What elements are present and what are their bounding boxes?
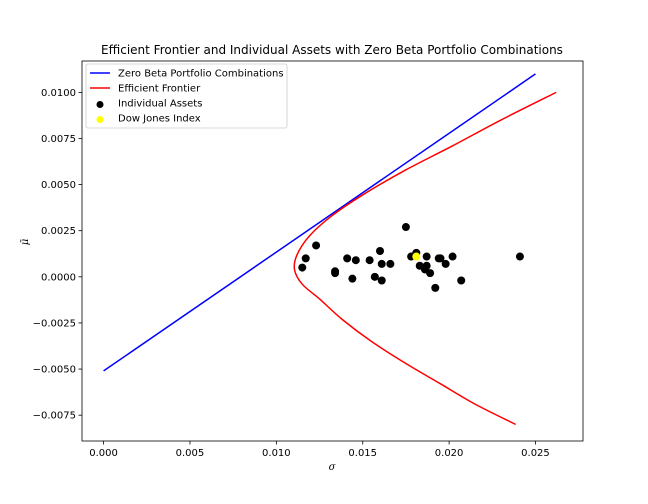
point-individual-assets bbox=[365, 256, 374, 265]
x-axis-label: σ bbox=[329, 462, 337, 473]
y-tick-label: 0.0100 bbox=[41, 88, 76, 99]
point-individual-assets bbox=[401, 223, 410, 232]
point-individual-assets bbox=[377, 276, 386, 285]
series-line-zero-beta-portfolio-combinations bbox=[103, 73, 536, 372]
y-tick-label: 0.0075 bbox=[41, 134, 76, 145]
series-group bbox=[103, 73, 557, 426]
y-tick-label: 0.0000 bbox=[41, 272, 76, 283]
legend-label-zero-beta-portfolio-combinations: Zero Beta Portfolio Combinations bbox=[118, 69, 284, 80]
point-individual-assets bbox=[422, 252, 431, 261]
point-individual-assets bbox=[301, 254, 310, 263]
x-tick-label: 0.005 bbox=[176, 448, 205, 459]
x-tick-label: 0.010 bbox=[262, 448, 291, 459]
y-tick-label: 0.0050 bbox=[41, 180, 76, 191]
legend-box bbox=[85, 63, 288, 129]
point-individual-assets bbox=[331, 269, 340, 278]
y-tick-label: 0.0025 bbox=[41, 226, 76, 237]
x-tick-label: 0.015 bbox=[348, 448, 377, 459]
point-individual-assets bbox=[386, 259, 395, 268]
axes-frame bbox=[81, 60, 584, 442]
y-tick-label: −0.0075 bbox=[33, 411, 76, 422]
x-tick-label: 0.025 bbox=[521, 448, 550, 459]
point-dow-jones-index bbox=[412, 252, 421, 261]
point-individual-assets bbox=[515, 252, 524, 261]
point-individual-assets bbox=[426, 269, 435, 278]
legend-label-efficient-frontier: Efficient Frontier bbox=[118, 84, 201, 95]
plot-area bbox=[103, 73, 557, 426]
legend-label-individual-assets: Individual Assets bbox=[118, 99, 202, 110]
y-tick-label: −0.0050 bbox=[33, 365, 76, 376]
chart-title: Efficient Frontier and Individual Assets… bbox=[101, 43, 563, 57]
point-individual-assets bbox=[436, 254, 445, 263]
x-tick-label: 0.020 bbox=[435, 448, 464, 459]
point-individual-assets bbox=[377, 259, 386, 268]
point-individual-assets bbox=[441, 259, 450, 268]
point-individual-assets bbox=[370, 272, 379, 281]
legend: Zero Beta Portfolio Combinations Efficien… bbox=[85, 63, 288, 129]
point-individual-assets bbox=[431, 283, 440, 292]
legend-swatch-individual-assets bbox=[96, 101, 104, 108]
point-individual-assets bbox=[422, 261, 431, 270]
point-individual-assets bbox=[343, 254, 352, 263]
legend-swatch-dow-jones-index bbox=[96, 116, 104, 123]
y-axis-label: μ̄ bbox=[20, 239, 31, 246]
point-individual-assets bbox=[448, 252, 457, 261]
legend-label-dow-jones-index: Dow Jones Index bbox=[118, 114, 201, 125]
y-tick-label: −0.0025 bbox=[33, 318, 76, 329]
series-line-efficient-frontier bbox=[293, 91, 557, 426]
point-individual-assets bbox=[348, 274, 357, 283]
point-individual-assets bbox=[376, 247, 385, 255]
point-individual-assets bbox=[312, 241, 321, 250]
point-individual-assets bbox=[351, 256, 360, 265]
point-individual-assets bbox=[298, 263, 307, 272]
x-tick-label: 0.000 bbox=[89, 448, 118, 459]
axes: 0.000 0.005 0.010 0.015 0.020 0.025 −0.0075 −0.… bbox=[33, 60, 584, 459]
point-individual-assets bbox=[457, 276, 466, 285]
